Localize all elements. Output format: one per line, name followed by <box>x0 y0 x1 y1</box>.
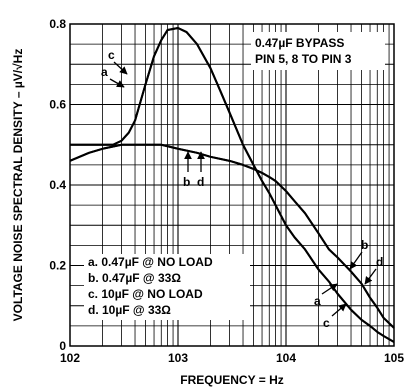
curve-label-c-upper: c <box>108 48 115 62</box>
arrow-b-lower <box>349 251 363 270</box>
y-axis-title: VOLTAGE NOISE SPECTRAL DENSITY – µV/√Hz <box>11 49 25 322</box>
curve-label-a-lower: a <box>314 294 321 308</box>
arrow-d-lower <box>364 268 377 285</box>
y-tick-label: 0.2 <box>49 259 66 273</box>
y-tick-label: 0.4 <box>49 178 66 192</box>
arrow-a-upper <box>109 78 125 88</box>
x-axis-title: FREQUENCY = Hz <box>180 373 283 387</box>
y-tick-label: 0.6 <box>49 98 66 112</box>
annotation-line-2: PIN 5, 8 TO PIN 3 <box>255 52 352 66</box>
x-tick-label: 104 <box>276 351 296 365</box>
arrow-c-lower <box>331 303 347 317</box>
annotation-background <box>251 32 385 70</box>
y-tick-label: 0 <box>59 339 66 353</box>
grid <box>70 24 394 346</box>
tick-labels: 0 0.2 0.4 0.6 0.8 102 103 104 105 <box>49 17 404 365</box>
curve-label-d-lower: d <box>376 255 383 269</box>
curve-label-b-lower: b <box>361 238 368 252</box>
curve-label-c-lower: c <box>323 316 330 330</box>
legend-entry-c: c. 10µF @ NO LOAD <box>88 287 203 301</box>
legend-entry-b: b. 0.47µF @ 33Ω <box>88 271 181 285</box>
curve-label-d-mid: d <box>197 175 204 189</box>
x-tick-label: 105 <box>384 351 404 365</box>
plot-frame <box>69 23 395 347</box>
series-line-d <box>69 143 395 329</box>
legend-entry-d: d. 10µF @ 33Ω <box>88 303 171 317</box>
legend-background <box>84 254 250 320</box>
series <box>69 27 395 343</box>
annotation-line-1: 0.47µF BYPASS <box>255 36 344 50</box>
x-tick-label: 103 <box>168 351 188 365</box>
curve-label-a-upper: a <box>101 65 108 79</box>
curve-label-b-mid: b <box>183 175 190 189</box>
legend-entry-a: a. 0.47µF @ NO LOAD <box>88 255 213 269</box>
series-line-c <box>70 27 395 343</box>
arrow-a-lower <box>321 283 338 295</box>
y-tick-label: 0.8 <box>49 17 66 31</box>
arrow-c-upper <box>113 61 128 75</box>
x-tick-label: 102 <box>60 351 80 365</box>
